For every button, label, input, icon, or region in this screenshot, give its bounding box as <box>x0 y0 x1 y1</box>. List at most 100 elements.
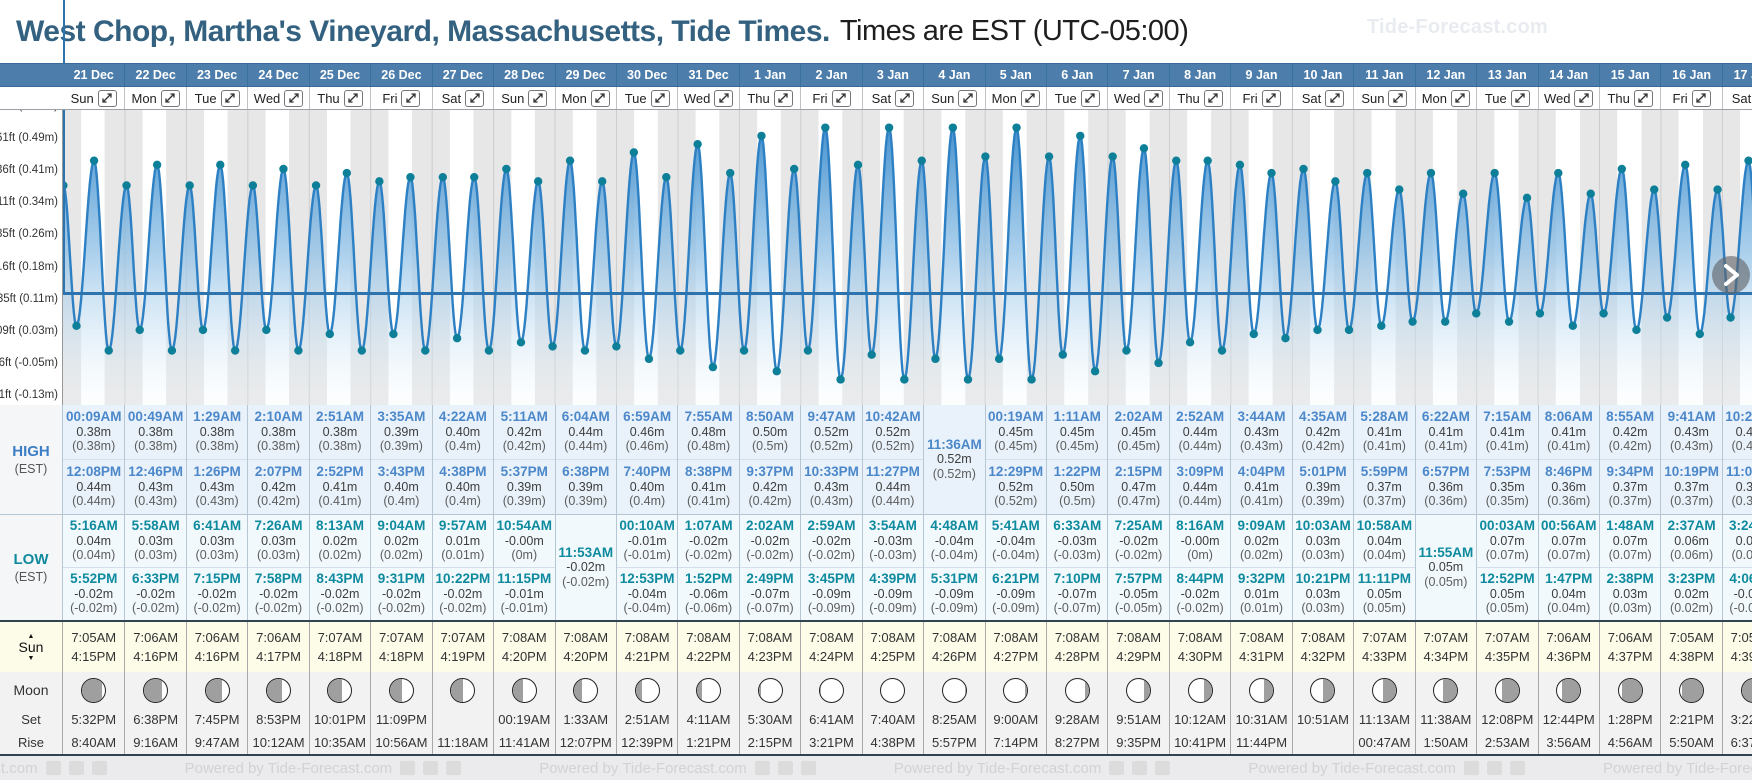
footer-watermark-icon <box>800 761 816 775</box>
moonset-cell: 10:31AM <box>1230 708 1291 730</box>
tide-height-m: -0.09m <box>934 586 974 601</box>
tide-extreme-dot <box>325 329 334 339</box>
expand-day-button[interactable] <box>831 89 851 107</box>
moonset-cell: 10:01PM <box>308 708 370 730</box>
sun-times-cell: 7:08AM 4:28PM <box>1046 622 1107 672</box>
tide-time: 2:02AM <box>1114 409 1163 425</box>
expand-day-button[interactable] <box>160 89 180 107</box>
tide-cell-lo: 6:41AM 0.03m (0.03m) 7:15PM -0.02m (-0.02m) <box>185 515 248 620</box>
tide-height-alt: (0.43m) <box>809 494 853 509</box>
moonrise-cell: 10:41PM <box>1168 730 1230 754</box>
expand-day-button[interactable] <box>284 89 304 107</box>
expand-day-button[interactable] <box>1450 89 1470 107</box>
sun-times-cell: 7:08AM 4:24PM <box>800 622 861 672</box>
footer-watermark-bar: Powered by Tide-Forecast.com Powered by T… <box>0 754 1752 780</box>
expand-day-button[interactable] <box>1080 89 1100 107</box>
moon-lit-portion <box>758 678 762 702</box>
expand-day-button[interactable] <box>97 89 117 107</box>
moon-lit-portion <box>1382 678 1396 702</box>
tide-cell-lo: 7:25AM -0.02m (-0.02m) 7:57PM -0.05m (-0.05m) <box>1107 515 1169 620</box>
tide-entry: 7:26AM 0.03m (0.03m) <box>248 515 308 567</box>
expand-day-button[interactable] <box>773 89 793 107</box>
sun-times-cell: 7:08AM 4:31PM <box>1230 622 1291 672</box>
expand-day-button[interactable] <box>1020 89 1040 107</box>
tide-entry: 9:04AM 0.02m (0.02m) <box>371 515 431 567</box>
tide-entry: 1:47PM 0.04m (0.04m) <box>1538 567 1599 620</box>
tide-cell-lo: 3:54AM -0.03m (-0.03m) 4:39PM -0.09m (-0.09m) <box>861 515 924 620</box>
moon-lit-portion <box>1024 678 1028 702</box>
weekday-label: Mon <box>561 90 587 106</box>
tide-height-alt: (0.07m) <box>1608 548 1652 563</box>
tide-cell-lo: 2:37AM 0.06m (0.06m) 3:23PM 0.02m (0.02m) <box>1660 515 1722 620</box>
expand-day-button[interactable] <box>343 89 363 107</box>
expand-day-button[interactable] <box>1574 89 1594 107</box>
moon-phase-icon <box>266 677 292 703</box>
expand-day-button[interactable] <box>465 89 485 107</box>
tide-time: 2:51AM <box>315 409 364 425</box>
expand-arrows-icon <box>595 93 606 103</box>
expand-day-button[interactable] <box>895 89 915 107</box>
tide-time: 00:10AM <box>619 518 675 534</box>
expand-day-button[interactable] <box>714 89 734 107</box>
tide-time: 12:29PM <box>988 464 1044 480</box>
date-cell: 2 Jan <box>800 64 861 86</box>
expand-day-button[interactable] <box>1144 89 1164 107</box>
tide-time: 5:41AM <box>991 518 1040 534</box>
low-tide-grid: 5:16AM 0.04m (0.04m) 5:52PM -0.02m (-0.02m) 5:… <box>63 515 1752 620</box>
sun-times-cell: 7:06AM 4:16PM <box>185 622 247 672</box>
footer-watermark-icon <box>446 761 462 775</box>
expand-arrows-icon <box>1149 93 1159 103</box>
tide-time: 11:02PM <box>1726 464 1752 480</box>
expand-day-button[interactable] <box>401 89 421 107</box>
date-cell: 24 Dec <box>247 64 308 86</box>
tide-extreme-dot <box>1185 338 1195 347</box>
weekday-label: Mon <box>991 90 1017 106</box>
tide-extreme-dot <box>1235 160 1245 170</box>
next-days-button[interactable] <box>1712 256 1750 294</box>
tide-extreme-dot <box>230 346 240 355</box>
expand-day-button[interactable] <box>220 89 240 107</box>
moonrise-cell: 1:50AM <box>1414 730 1476 754</box>
expand-day-button[interactable] <box>528 89 548 107</box>
weekday-cell: Wed <box>677 87 738 109</box>
tide-entry: 1:07AM -0.02m (-0.02m) <box>678 515 738 567</box>
expand-day-button[interactable] <box>1633 89 1653 107</box>
expand-day-button[interactable] <box>1388 89 1408 107</box>
tide-height-m: 0.45m <box>1121 424 1157 439</box>
tide-entry: 4:38PM 0.40m (0.4m) <box>432 459 494 514</box>
moon-cell <box>1476 672 1537 708</box>
expand-day-button[interactable] <box>650 89 670 107</box>
expand-day-button[interactable] <box>590 89 610 107</box>
tide-height-alt: (-0.02m) <box>684 548 733 563</box>
sunset-time: 4:23PM <box>747 649 793 664</box>
moon-cell <box>1046 672 1107 708</box>
sunrise-time: 7:06AM <box>1546 630 1592 645</box>
expand-day-button[interactable] <box>1691 89 1711 107</box>
expand-day-button[interactable] <box>958 89 978 107</box>
tide-cell-hi: 5:11AM 0.42m (0.42m) 5:37PM 0.39m (0.39m) <box>493 405 555 514</box>
tide-extreme-dot <box>1726 313 1735 322</box>
tide-time: 5:58AM <box>131 518 180 534</box>
weekday-cell: Fri <box>1660 87 1721 109</box>
weekday-cell: Sun <box>63 87 124 109</box>
tide-extreme-dot <box>1363 168 1372 178</box>
sun-times-cell: 7:08AM 4:30PM <box>1168 622 1230 672</box>
tide-extreme-dot <box>1058 350 1068 359</box>
expand-day-button[interactable] <box>1510 89 1530 107</box>
expand-day-button[interactable] <box>1325 89 1345 107</box>
tide-height-m: 0.05m <box>1428 560 1464 575</box>
moon-phase-icon <box>573 677 599 703</box>
expand-day-button[interactable] <box>1203 89 1223 107</box>
moonrise-cell: 00:47AM <box>1353 730 1414 754</box>
tide-height-m: 0.46m <box>629 424 665 439</box>
tide-cell-lo: 2:02AM -0.02m (-0.02m) 2:49PM -0.07m (-0.07m) <box>738 515 801 620</box>
tide-time: 6:22AM <box>1421 409 1470 425</box>
tide-extreme-dot <box>981 152 990 161</box>
tide-cell-lo: 00:56AM 0.07m (0.07m) 1:47PM 0.04m (0.04m) <box>1537 515 1599 620</box>
tide-entry: 1:48AM 0.07m (0.07m) <box>1600 515 1660 567</box>
tide-chart: 1.86ft (0.57m)1.61ft (0.49m)1.36ft (0.41… <box>0 100 1752 405</box>
sun-times-cell: 7:05AM 4:38PM <box>1660 622 1721 672</box>
tide-time: 9:32PM <box>1237 571 1286 587</box>
moonset-cell: 9:51AM <box>1107 708 1168 730</box>
expand-day-button[interactable] <box>1261 89 1281 107</box>
